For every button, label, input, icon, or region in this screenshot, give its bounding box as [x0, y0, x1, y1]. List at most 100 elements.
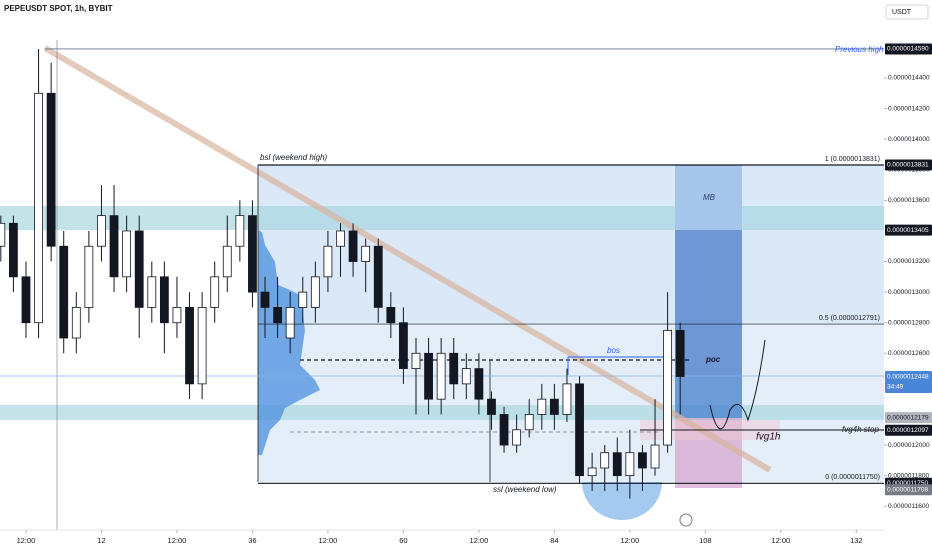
candle-body: [122, 230, 132, 278]
candle-body: [21, 276, 31, 324]
candle-body: [499, 414, 509, 446]
candle-body: [411, 352, 421, 369]
candle-body: [84, 245, 94, 308]
candle-body: [348, 230, 358, 262]
candle-body: [373, 245, 383, 308]
price-axis: [884, 0, 932, 550]
candle-body: [134, 230, 144, 308]
candle-body: [147, 276, 157, 308]
candle-body: [361, 245, 371, 262]
candle-body: [399, 322, 408, 369]
price-badge: [885, 371, 932, 394]
candle-body: [285, 307, 295, 339]
fib-label: 0 (0.0000011750): [825, 474, 880, 481]
candle-body: [46, 92, 56, 247]
x-tick-label: 12:00: [319, 536, 338, 545]
y-tick-label: 0.0000013600: [888, 197, 930, 204]
candle-body: [109, 215, 119, 278]
annotation: bos: [607, 346, 620, 355]
candle-body: [625, 452, 635, 477]
range-upper: [258, 165, 884, 324]
candle-body: [549, 398, 559, 415]
countdown: 34:49: [887, 383, 904, 390]
liquidity-sweep: [582, 482, 662, 520]
candle-body: [298, 291, 308, 308]
annotation: poc: [705, 355, 721, 364]
x-tick-label: 12:00: [168, 536, 187, 545]
x-tick-label: 36: [248, 536, 256, 545]
x-tick-label: 12: [97, 536, 105, 545]
y-tick-label: 0.0000014400: [888, 75, 930, 82]
candle-body: [185, 307, 194, 385]
price-badge-label: 0.0000012448: [887, 373, 929, 380]
price-badge-label: 0.0000014590: [887, 46, 929, 53]
replay-icon[interactable]: [679, 513, 693, 527]
price-badge: [885, 484, 932, 496]
candle-body: [159, 276, 169, 324]
zone-band: [0, 206, 884, 230]
candle-body: [537, 398, 547, 415]
x-tick-label: 12:00: [17, 536, 36, 545]
candle-body: [612, 452, 622, 477]
candle-body: [197, 307, 207, 385]
x-tick-label: 60: [399, 536, 407, 545]
price-badge-label: 0.0000011708: [887, 486, 928, 493]
fib-label: 0.5 (0.0000012791): [819, 315, 880, 322]
candle-body: [273, 307, 282, 324]
candle-body: [336, 230, 345, 247]
candle-body: [587, 467, 597, 477]
annotation: MB: [703, 193, 716, 202]
price-badge-label: 0.0000013405: [887, 227, 929, 234]
chart-title: PEPEUSDT SPOT, 1h, BYBIT: [4, 4, 113, 13]
target-box: [675, 230, 742, 375]
x-tick-label: 12:00: [470, 536, 489, 545]
annotation: bsl (weekend high): [260, 153, 327, 162]
candle-body: [512, 429, 522, 446]
volume-profile: [258, 230, 320, 455]
candle-body: [562, 383, 572, 415]
mb-box: [675, 165, 742, 230]
price-badge: [885, 424, 932, 436]
candle-body: [222, 245, 232, 278]
candle-body: [34, 92, 43, 324]
price-badge-label: 0.0000012097: [887, 427, 929, 434]
y-tick-label: 0.0000014200: [888, 105, 930, 112]
candle-body: [8, 222, 18, 278]
projection: [709, 339, 766, 430]
price-badge: [885, 159, 932, 171]
currency-button[interactable]: [885, 4, 929, 20]
x-tick-label: 12:00: [771, 536, 790, 545]
candle-body: [172, 307, 182, 324]
price-badge: [885, 224, 932, 236]
trend-line: [43, 45, 772, 473]
candle-body: [487, 398, 496, 415]
candle-body: [638, 452, 647, 469]
candle-body: [474, 368, 484, 400]
currency[interactable]: USDT: [892, 9, 912, 16]
candle-body: [461, 368, 471, 385]
y-tick-label: 0.0000014000: [888, 136, 930, 143]
y-tick-label: 0.0000011800: [888, 472, 929, 479]
candle-body: [650, 444, 660, 469]
x-tick-label: 84: [550, 536, 558, 545]
candle-body: [97, 215, 106, 247]
candle-body: [675, 329, 685, 377]
candle-body: [0, 222, 6, 247]
price-badge: [885, 43, 932, 55]
candle-body: [600, 452, 610, 469]
annotation: fvg4h stop: [842, 425, 879, 434]
annotation: fvg1h: [756, 432, 781, 443]
candle-body: [210, 276, 220, 308]
candle-body: [424, 352, 433, 400]
price-badge: [885, 412, 932, 424]
candle-body: [260, 291, 270, 308]
y-tick-label: 0.0000013200: [888, 258, 930, 265]
fib-label: 1 (0.0000013831): [825, 156, 880, 163]
x-tick-label: 108: [699, 536, 712, 545]
candle-body: [323, 245, 333, 278]
candle-body: [663, 329, 673, 446]
candle-body: [310, 276, 320, 308]
x-tick-label: 12:00: [620, 536, 639, 545]
candle-body: [386, 307, 396, 324]
